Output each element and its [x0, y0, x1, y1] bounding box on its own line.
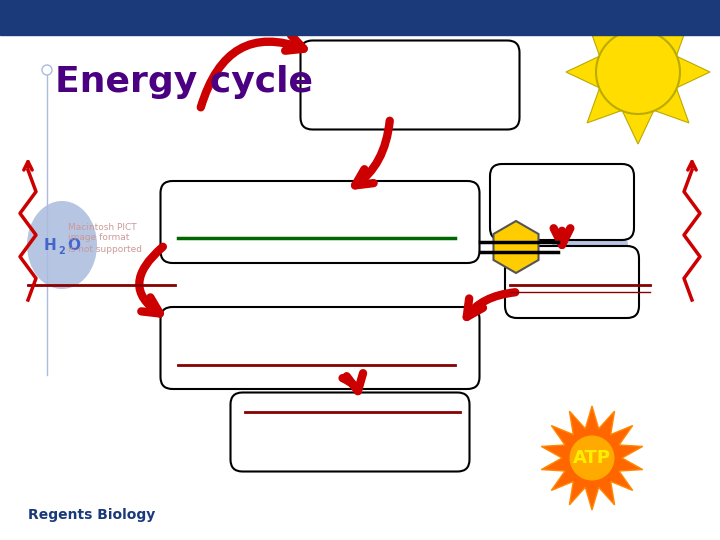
Circle shape [42, 65, 52, 75]
Polygon shape [541, 406, 643, 510]
Circle shape [552, 209, 628, 285]
Text: Regents Biology: Regents Biology [28, 508, 156, 522]
Text: is not supported: is not supported [68, 245, 142, 253]
Circle shape [596, 30, 680, 114]
Polygon shape [493, 221, 539, 273]
FancyBboxPatch shape [230, 393, 469, 471]
Polygon shape [622, 0, 654, 33]
Bar [0, 0, 720, 35]
Polygon shape [587, 89, 621, 123]
Polygon shape [654, 21, 689, 56]
Circle shape [570, 435, 614, 481]
Text: image format: image format [68, 233, 130, 242]
Text: Macintosh PICT: Macintosh PICT [68, 222, 137, 232]
Text: ATP: ATP [573, 449, 611, 467]
FancyBboxPatch shape [161, 307, 480, 389]
Polygon shape [566, 56, 599, 87]
FancyBboxPatch shape [490, 164, 634, 240]
Ellipse shape [27, 201, 97, 289]
Text: O: O [68, 238, 81, 253]
FancyBboxPatch shape [300, 40, 520, 130]
Polygon shape [622, 111, 654, 144]
Polygon shape [677, 56, 710, 87]
FancyBboxPatch shape [161, 181, 480, 263]
Text: Energy cycle: Energy cycle [55, 65, 313, 99]
Polygon shape [654, 89, 689, 123]
Polygon shape [587, 21, 621, 56]
FancyBboxPatch shape [505, 246, 639, 318]
Text: 2: 2 [58, 246, 66, 256]
Text: H: H [44, 238, 56, 253]
